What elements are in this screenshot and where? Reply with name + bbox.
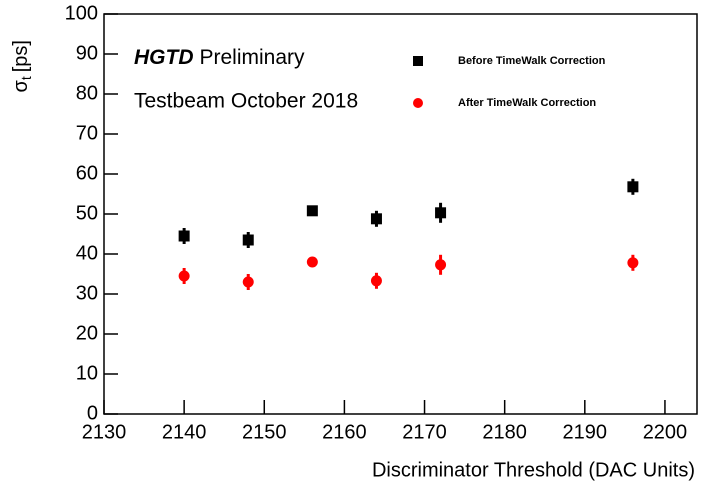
y-label-unit: [ps] [10, 40, 32, 72]
status: Preliminary [200, 46, 306, 69]
marker [627, 181, 639, 193]
x-tick-label: 2160 [322, 421, 367, 443]
y-tick-label: 90 [76, 42, 98, 64]
marker [370, 275, 382, 287]
y-axis-label: σt [ps] [10, 40, 33, 92]
x-tick-label: 2190 [563, 421, 608, 443]
y-label-symbol: σ [10, 79, 32, 92]
marker [242, 276, 254, 288]
y-tick-label: 30 [76, 282, 98, 304]
y-tick-label: 70 [76, 122, 98, 144]
x-tick-label: 2150 [242, 421, 287, 443]
marker [242, 234, 254, 246]
y-tick-label: 10 [76, 362, 98, 384]
marker [627, 257, 639, 269]
marker [370, 213, 382, 225]
y-tick-label: 100 [65, 2, 98, 24]
marker [178, 230, 190, 242]
y-tick-label: 20 [76, 322, 98, 344]
marker [306, 205, 318, 217]
y-tick-label: 40 [76, 242, 98, 264]
legend-marker [413, 56, 423, 66]
y-tick-label: 80 [76, 82, 98, 104]
x-tick-label: 2180 [482, 421, 527, 443]
legend-marker [413, 98, 423, 108]
legend-label: After TimeWalk Correction [458, 97, 596, 109]
x-tick-label: 2140 [162, 421, 207, 443]
annotation: Testbeam October 2018 [134, 90, 358, 113]
annotation: HGTD Preliminary [134, 46, 305, 69]
marker [435, 259, 447, 271]
x-tick-label: 2130 [82, 421, 127, 443]
marker [178, 270, 190, 282]
marker [306, 256, 318, 268]
x-axis-label: Discriminator Threshold (DAC Units) [372, 459, 695, 481]
x-tick-label: 2170 [402, 421, 447, 443]
y-label-subscript: t [18, 76, 34, 80]
marker [435, 207, 447, 219]
y-tick-label: 0 [87, 402, 98, 424]
y-tick-label: 60 [76, 162, 98, 184]
y-tick-label: 50 [76, 202, 98, 224]
plot-frame [103, 13, 698, 415]
x-tick-label: 2200 [643, 421, 688, 443]
legend-label: Before TimeWalk Correction [458, 55, 606, 67]
experiment: HGTD [134, 46, 194, 69]
